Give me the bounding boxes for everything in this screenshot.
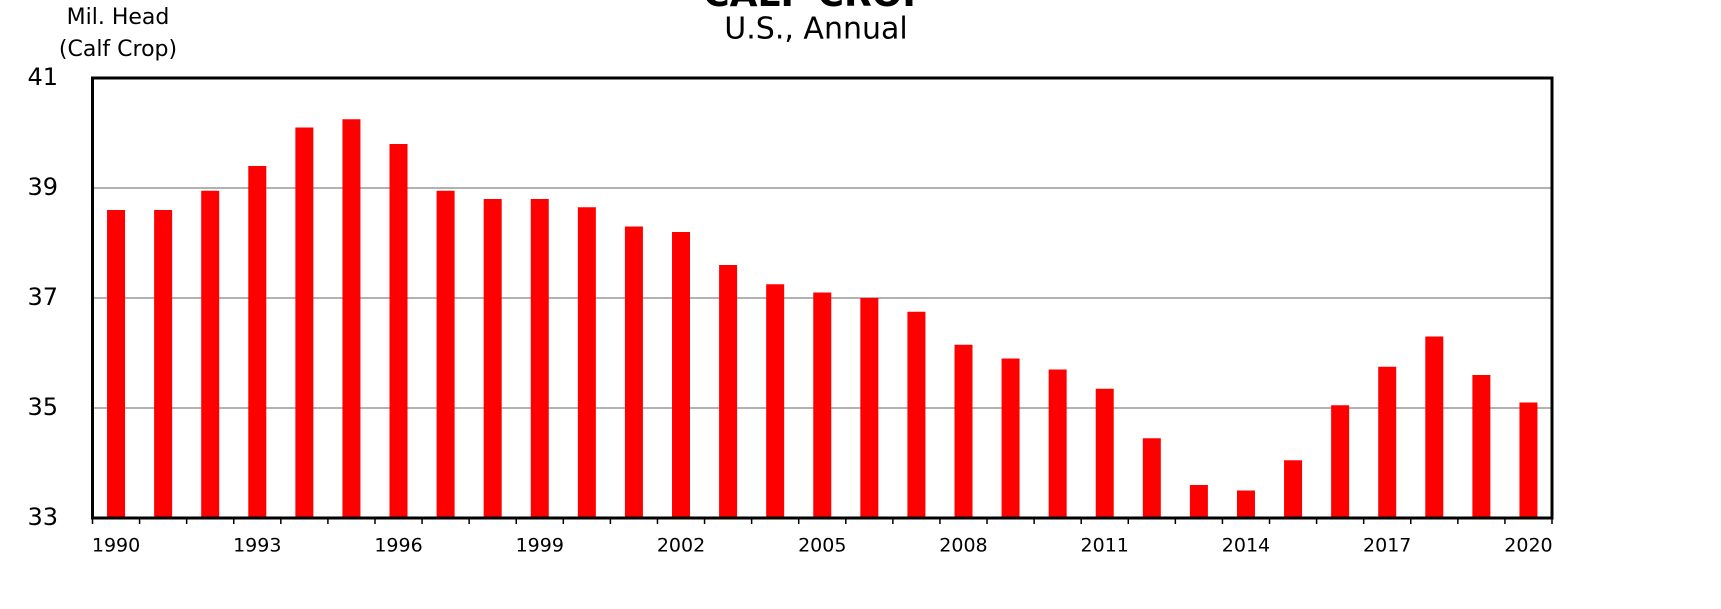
x-tick-label: 2008 [939, 535, 987, 557]
bar [1001, 358, 1020, 518]
bar [1284, 460, 1303, 518]
y-tick-label: 37 [27, 283, 58, 311]
bar [577, 207, 596, 518]
bar [1331, 405, 1350, 518]
bar [1142, 438, 1161, 518]
bars [107, 119, 1538, 518]
bar [766, 284, 785, 518]
bar [860, 298, 879, 518]
x-tick-label: 1993 [233, 535, 281, 557]
bar [248, 166, 267, 518]
bar [1095, 388, 1114, 518]
y-tick-label: 35 [27, 393, 58, 421]
bar [1519, 402, 1538, 518]
bar [154, 210, 173, 518]
bar [719, 265, 738, 518]
bar [201, 190, 220, 518]
bar [813, 292, 832, 518]
labels: 33 35 37 39 41 1990 1993 1996 1999 2002 2005 2008 20… [27, 63, 1554, 557]
bar [1048, 369, 1067, 518]
x-tick-label: 2017 [1363, 535, 1411, 557]
bar [672, 232, 691, 518]
bar [907, 311, 926, 518]
bar [389, 144, 408, 518]
bar [295, 127, 314, 518]
y-axis-label: (Calf Crop) [59, 37, 177, 62]
x-tick-label: 1996 [374, 535, 422, 557]
x-tick-label: 1999 [516, 535, 564, 557]
x-tick-label: 2002 [657, 535, 705, 557]
x-tick-label: 2020 [1504, 535, 1552, 557]
bar [342, 119, 361, 518]
chart-subtitle: U.S., Annual [724, 12, 907, 47]
bar [954, 344, 973, 518]
bar [1472, 375, 1491, 518]
x-tick-label: 1990 [92, 535, 140, 557]
bar [530, 199, 549, 518]
plot-frame [91, 76, 1554, 520]
y-axis-label: Mil. Head [67, 5, 170, 30]
x-tick-label: 2014 [1222, 535, 1270, 557]
bar [107, 210, 126, 518]
y-tick-label: 33 [27, 503, 58, 531]
bar [1236, 490, 1255, 518]
bar [624, 226, 643, 518]
bar [1425, 336, 1444, 518]
bar [483, 199, 502, 518]
x-tick-label: 2011 [1081, 535, 1129, 557]
y-tick-label: 41 [27, 63, 58, 91]
y-tick-label: 39 [27, 173, 58, 201]
bar [1378, 366, 1397, 518]
bar [436, 190, 455, 518]
chart-title: CALF CROP [703, 0, 928, 15]
x-tick-label: 2005 [798, 535, 846, 557]
bar [1189, 485, 1208, 518]
